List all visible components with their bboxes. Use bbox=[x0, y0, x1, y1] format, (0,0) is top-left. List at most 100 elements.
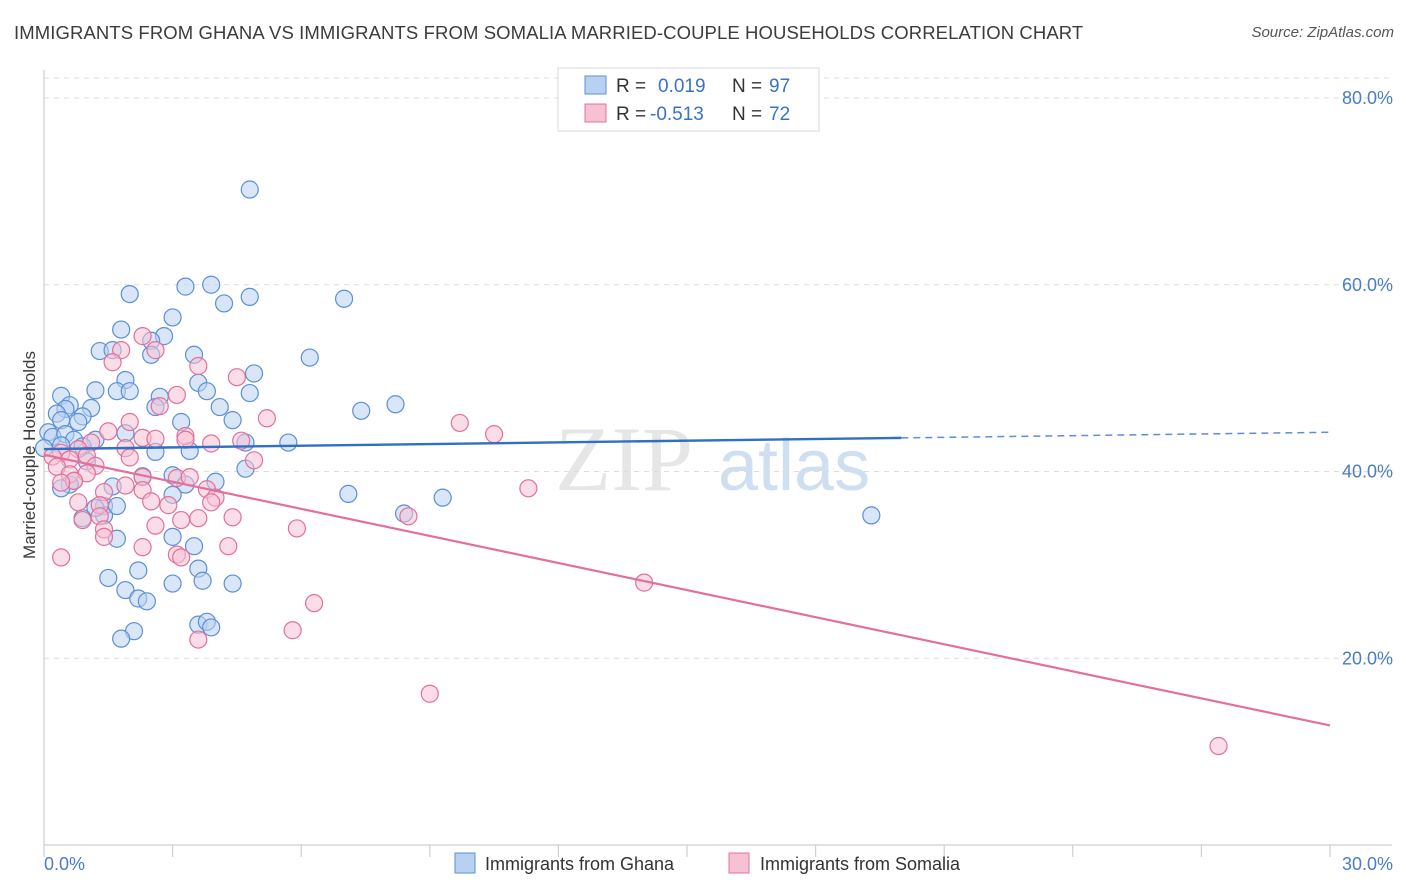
ghana-point bbox=[184, 537, 204, 556]
ghana-trend-extension bbox=[901, 431, 1331, 439]
ghana-point bbox=[197, 382, 216, 401]
somalia-point bbox=[120, 412, 139, 432]
ghana-point bbox=[300, 348, 319, 367]
somalia-point bbox=[219, 537, 238, 556]
somalia-point bbox=[159, 496, 178, 515]
ghana-point bbox=[433, 488, 452, 507]
ghana-point bbox=[386, 395, 405, 414]
somalia-point bbox=[52, 548, 71, 567]
somalia-point bbox=[172, 510, 191, 530]
somalia-point bbox=[167, 385, 186, 405]
ghana-point bbox=[352, 401, 371, 420]
ghana-point bbox=[223, 411, 242, 430]
ghana-point bbox=[176, 277, 195, 296]
ghana-point bbox=[112, 629, 131, 648]
somalia-point bbox=[519, 479, 538, 498]
ghana-point bbox=[202, 618, 221, 637]
ghana-point bbox=[112, 320, 131, 339]
ghana-point bbox=[69, 412, 88, 432]
x-tick-max: 30.0% bbox=[1342, 854, 1393, 874]
ghana-point bbox=[120, 382, 139, 401]
somalia-point bbox=[73, 510, 92, 530]
ghana-point bbox=[107, 496, 126, 516]
x-axis-ticks bbox=[43, 845, 1331, 857]
y-axis-label: Married-couple Households bbox=[20, 351, 39, 559]
ghana-point bbox=[240, 383, 259, 403]
somalia-point bbox=[133, 538, 152, 557]
somalia-point bbox=[120, 448, 139, 467]
ghana-point bbox=[862, 506, 881, 525]
source-label: Source: ZipAtlas.com bbox=[1251, 24, 1394, 41]
ghana-point bbox=[334, 289, 354, 308]
ghana-point bbox=[240, 287, 259, 306]
somalia-point bbox=[146, 516, 165, 535]
ghana-point bbox=[163, 308, 182, 327]
legend-r-label-somalia: R = bbox=[616, 104, 646, 125]
ghana-point bbox=[163, 527, 182, 546]
somalia-point bbox=[223, 508, 242, 527]
legend-swatch-ghana bbox=[584, 75, 607, 95]
trend-lines bbox=[43, 431, 1331, 727]
ghana-point bbox=[99, 568, 118, 588]
bottom-legend-ghana: Immigrants from Ghana bbox=[485, 854, 675, 874]
y-tick-label: 20.0% bbox=[1342, 648, 1393, 668]
series-legend: Immigrants from Ghana Immigrants from So… bbox=[454, 852, 961, 874]
somalia-point bbox=[287, 519, 307, 538]
somalia-point bbox=[283, 621, 302, 640]
chart-title: IMMIGRANTS FROM GHANA VS IMMIGRANTS FROM… bbox=[14, 22, 1084, 43]
ghana-point bbox=[240, 180, 259, 199]
ghana-point bbox=[210, 397, 229, 417]
somalia-point bbox=[420, 684, 439, 703]
ghana-point bbox=[163, 574, 182, 593]
somalia-point bbox=[257, 409, 277, 428]
somalia-point bbox=[232, 431, 251, 450]
ghana-point bbox=[129, 561, 148, 580]
legend-swatch-somalia bbox=[584, 103, 607, 123]
bottom-legend-somalia: Immigrants from Somalia bbox=[760, 854, 961, 874]
ghana-point bbox=[223, 574, 242, 593]
somalia-point bbox=[103, 353, 122, 372]
somalia-point bbox=[133, 327, 152, 346]
ghana-point bbox=[202, 275, 221, 294]
somalia-point bbox=[304, 594, 324, 613]
somalia-points bbox=[43, 327, 1228, 756]
ghana-point bbox=[339, 484, 358, 504]
stats-legend: R = 0.019 N = 97 R = -0.513 N = 72 bbox=[557, 67, 820, 132]
ghana-point bbox=[86, 381, 105, 400]
somalia-point bbox=[94, 527, 114, 546]
y-tick-labels: 20.0% 40.0% 60.0% 80.0% bbox=[1342, 88, 1393, 668]
somalia-point bbox=[227, 368, 246, 387]
ghana-trend-line bbox=[43, 436, 902, 451]
y-tick-label: 80.0% bbox=[1342, 88, 1393, 108]
somalia-point bbox=[1209, 736, 1228, 756]
y-tick-label: 40.0% bbox=[1342, 462, 1393, 482]
somalia-point bbox=[399, 507, 418, 526]
legend-r-ghana: 0.019 bbox=[658, 76, 706, 97]
somalia-point bbox=[99, 422, 118, 441]
somalia-point bbox=[146, 341, 165, 360]
legend-n-somalia: 72 bbox=[769, 104, 790, 125]
somalia-point bbox=[450, 413, 469, 433]
somalia-point bbox=[150, 397, 169, 416]
somalia-point bbox=[172, 548, 191, 567]
somalia-point bbox=[202, 493, 221, 512]
bottom-legend-swatch-ghana bbox=[454, 852, 476, 874]
somalia-trend-line bbox=[43, 453, 1331, 727]
ghana-point bbox=[244, 364, 264, 383]
somalia-point bbox=[189, 630, 208, 649]
legend-n-ghana: 97 bbox=[769, 76, 790, 97]
ghana-point bbox=[116, 580, 135, 600]
ghana-point bbox=[193, 571, 212, 590]
legend-r-somalia: -0.513 bbox=[650, 104, 704, 125]
legend-n-label-somalia: N = bbox=[732, 104, 762, 125]
somalia-point bbox=[244, 451, 264, 470]
somalia-point bbox=[189, 509, 208, 528]
ghana-point bbox=[120, 284, 139, 304]
somalia-point bbox=[485, 425, 504, 444]
ghana-point bbox=[279, 433, 298, 452]
x-tick-min: 0.0% bbox=[44, 854, 85, 874]
y-tick-label: 60.0% bbox=[1342, 275, 1393, 295]
somalia-point bbox=[176, 430, 195, 449]
legend-n-label-ghana: N = bbox=[732, 76, 762, 97]
